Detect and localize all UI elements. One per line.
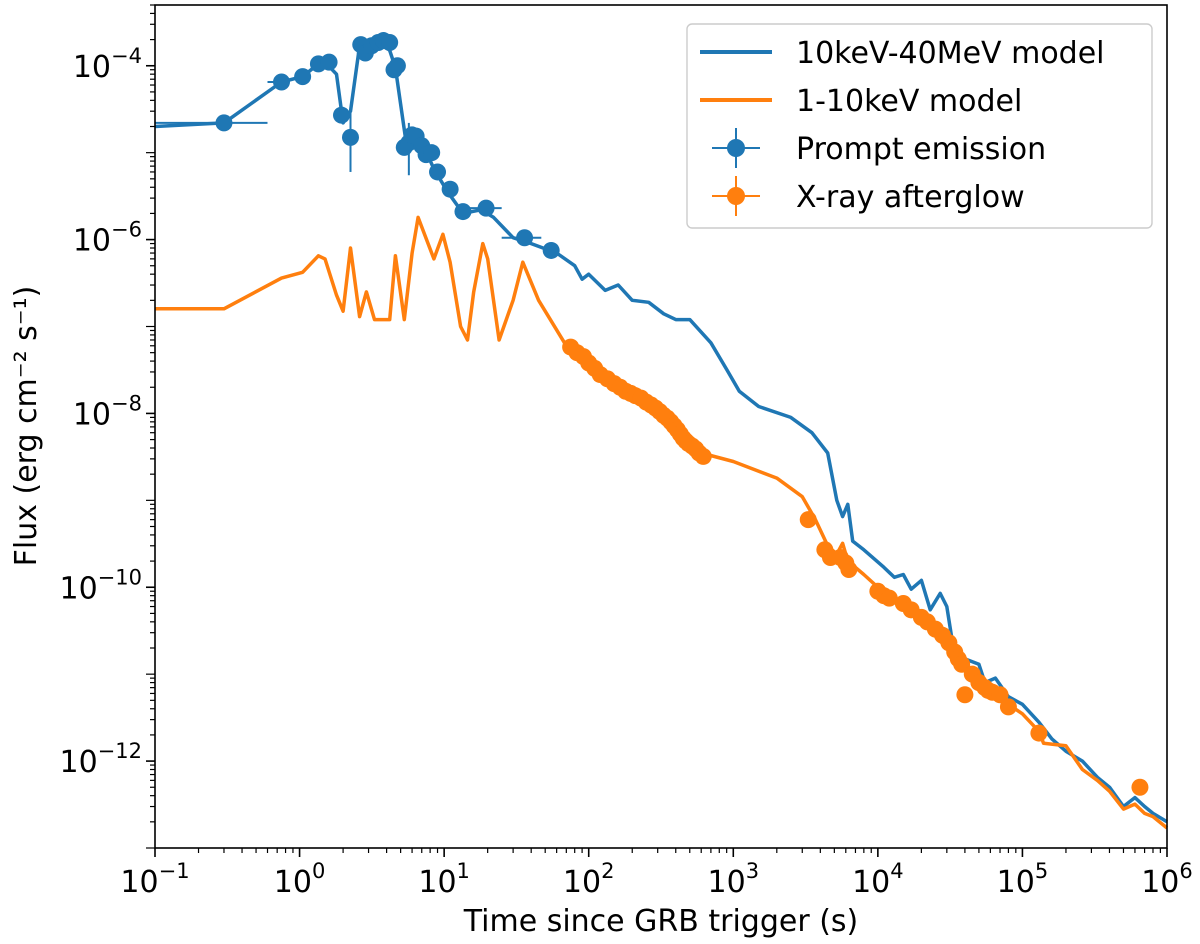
series-points-xray-afterglow <box>562 338 1149 796</box>
data-point <box>516 229 534 247</box>
data-point <box>273 73 291 91</box>
legend-entry: X-ray afterglow <box>712 176 1025 216</box>
x-tick-label: 104 <box>852 859 904 900</box>
legend-entries: 10keV-40MeV model 1-10keV model Prompt emi… <box>700 36 1105 216</box>
data-point <box>320 53 338 71</box>
data-point <box>381 34 399 52</box>
x-tick-label: 101 <box>418 859 470 900</box>
data-point <box>429 163 447 181</box>
data-point <box>956 686 974 704</box>
y-axis-title: Flux (erg cm⁻² s⁻¹) <box>9 286 44 567</box>
data-point <box>991 686 1009 704</box>
data-point <box>953 655 971 673</box>
data-point <box>840 561 858 579</box>
data-point <box>388 57 406 75</box>
legend-label: 10keV-40MeV model <box>796 36 1105 71</box>
data-point <box>1030 724 1048 742</box>
y-tick-label: 10−12 <box>59 739 142 780</box>
y-tick-label: 10−6 <box>73 218 142 259</box>
ticks-layer: 10−1 100 101 102 103 104 105 106 10−4 10−6 10−8 10−… <box>59 4 1193 900</box>
x-axis-title: Time since GRB trigger (s) <box>463 904 859 939</box>
data-point <box>477 199 495 217</box>
legend-label: Prompt emission <box>796 132 1046 167</box>
x-tick-label: 100 <box>274 859 326 900</box>
data-point <box>333 106 351 124</box>
x-tick-label: 10−1 <box>120 859 189 900</box>
data-point <box>1131 778 1149 796</box>
data-point <box>880 589 898 607</box>
legend-swatch-marker <box>727 187 745 205</box>
legend: 10keV-40MeV model 1-10keV model Prompt emi… <box>686 23 1153 229</box>
y-tick-label: 10−4 <box>73 44 142 85</box>
legend-label: 1-10keV model <box>796 84 1022 119</box>
data-point <box>694 447 712 465</box>
series-points-prompt-emission <box>155 32 560 259</box>
legend-label: X-ray afterglow <box>796 180 1025 215</box>
legend-entry: Prompt emission <box>712 128 1046 168</box>
x-tick-label: 105 <box>997 859 1049 900</box>
data-point <box>423 144 441 162</box>
y-tick-label: 10−8 <box>73 391 142 432</box>
data-point <box>454 203 472 221</box>
data-point <box>441 180 459 198</box>
x-tick-label: 106 <box>1141 859 1193 900</box>
data-point <box>799 511 817 529</box>
data-point <box>215 114 233 132</box>
legend-box <box>686 23 1153 229</box>
x-tick-label: 102 <box>563 859 615 900</box>
y-tick-label: 10−10 <box>59 565 142 606</box>
x-tick-label: 103 <box>708 859 760 900</box>
legend-swatch-marker <box>727 139 745 157</box>
legend-entry: 1-10keV model <box>700 84 1022 119</box>
data-point <box>999 698 1017 716</box>
plot-frame <box>154 4 1168 849</box>
data-point <box>294 68 312 86</box>
legend-entry: 10keV-40MeV model <box>700 36 1105 71</box>
series-layer <box>154 32 1169 830</box>
data-point <box>542 241 560 259</box>
data-point <box>341 128 359 146</box>
